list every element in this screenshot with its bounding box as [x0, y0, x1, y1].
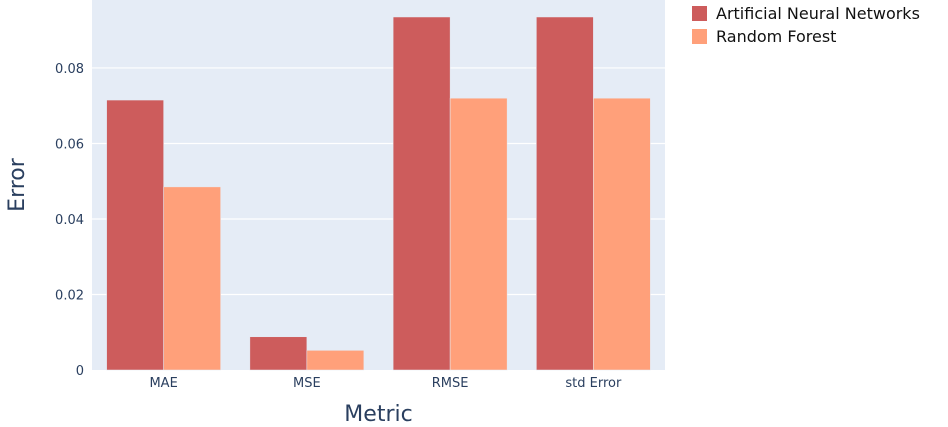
x-axis-title: Metric	[344, 402, 412, 427]
legend-swatch	[692, 6, 707, 21]
bars	[106, 16, 651, 371]
legend-label: Random Forest	[716, 27, 836, 46]
x-tick-label: MSE	[293, 376, 321, 391]
x-tick-label: std Error	[565, 376, 622, 391]
x-axis-ticks: MAE MSE RMSE std Error	[149, 376, 622, 391]
x-tick-label: MAE	[149, 376, 177, 391]
y-tick-label: 0.04	[55, 213, 84, 228]
y-axis-ticks: 0 0.02 0.04 0.06 0.08	[55, 62, 84, 379]
y-tick-label: 0.06	[55, 137, 84, 152]
bar-artificial-neural-networks-mse	[249, 336, 308, 371]
bar-random-forest-mae	[163, 186, 221, 371]
bar-random-forest-rmse	[449, 97, 508, 371]
bar-random-forest-std-error	[593, 97, 651, 371]
bar-artificial-neural-networks-mae	[106, 99, 164, 371]
y-tick-label: 0.08	[55, 62, 84, 77]
bar-random-forest-mse	[306, 350, 365, 371]
x-tick-label: RMSE	[432, 376, 469, 391]
legend-swatch	[692, 29, 707, 44]
y-tick-label: 0	[76, 364, 84, 379]
y-axis-title: Error	[5, 157, 30, 212]
bar-artificial-neural-networks-rmse	[392, 16, 451, 371]
y-tick-label: 0.02	[55, 288, 84, 303]
bar-artificial-neural-networks-std-error	[536, 16, 594, 371]
legend: Artificial Neural Networks Random Forest	[692, 4, 920, 46]
legend-label: Artificial Neural Networks	[716, 4, 920, 23]
